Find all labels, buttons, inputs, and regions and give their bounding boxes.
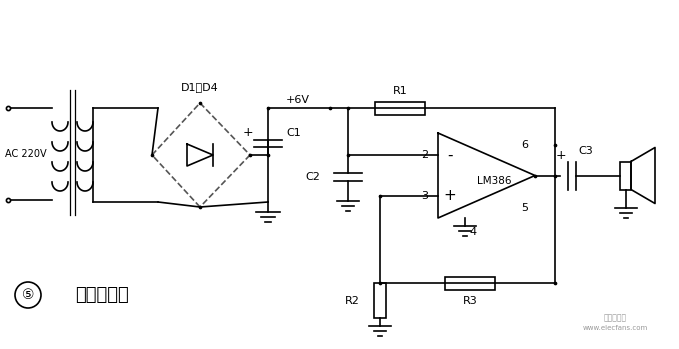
Text: +: +	[443, 188, 456, 203]
Text: LM386: LM386	[477, 176, 512, 186]
Bar	[620, 162, 631, 190]
Text: 2: 2	[421, 150, 428, 160]
Text: +6V: +6V	[286, 95, 310, 105]
Text: R2: R2	[345, 296, 360, 305]
Bar	[375, 102, 425, 114]
Text: 4: 4	[470, 227, 477, 237]
Text: ⑤: ⑤	[22, 288, 34, 302]
Text: C2: C2	[305, 172, 320, 182]
Text: +: +	[242, 126, 253, 140]
Text: 电子发烧友: 电子发烧友	[604, 313, 627, 322]
Text: www.elecfans.com: www.elecfans.com	[583, 325, 648, 331]
Text: R3: R3	[462, 296, 477, 306]
Bar	[445, 276, 495, 290]
Text: +: +	[555, 149, 566, 162]
Text: C1: C1	[286, 128, 301, 138]
Text: D1～D4: D1～D4	[181, 82, 219, 92]
Text: 方波振荡器: 方波振荡器	[75, 286, 129, 304]
Text: 5: 5	[521, 203, 528, 213]
Text: R1: R1	[392, 86, 407, 96]
Text: C3: C3	[579, 147, 593, 156]
Text: 3: 3	[421, 191, 428, 201]
Text: 6: 6	[521, 140, 528, 150]
Text: AC 220V: AC 220V	[5, 149, 47, 159]
Bar	[374, 283, 386, 318]
Text: -: -	[447, 148, 453, 163]
